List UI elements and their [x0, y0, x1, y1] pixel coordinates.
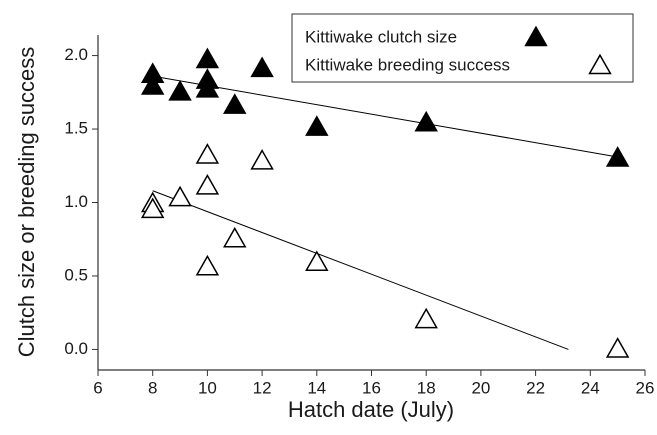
legend-marker	[524, 25, 548, 47]
y-axis-label: Clutch size or breeding success	[14, 47, 39, 358]
y-tick-label: 0.5	[64, 265, 88, 284]
point	[605, 146, 630, 167]
point	[250, 149, 274, 170]
point	[140, 197, 165, 219]
x-tick-label: 22	[526, 378, 545, 397]
x-tick-label: 26	[636, 378, 655, 397]
y-tick-label: 0.0	[64, 339, 88, 358]
point	[223, 93, 247, 114]
point	[250, 56, 274, 78]
trend-line	[152, 75, 618, 158]
y-tick-label: 2.0	[64, 45, 88, 64]
x-tick-label: 10	[198, 378, 217, 397]
point	[414, 307, 438, 329]
x-tick-label: 24	[581, 378, 600, 397]
point	[140, 74, 165, 95]
point	[195, 47, 220, 69]
legend-label: Kittiwake clutch size	[305, 27, 457, 46]
legend-label: Kittiwake breeding success	[305, 55, 510, 74]
x-tick-label: 14	[307, 378, 326, 397]
y-tick-label: 1.5	[64, 119, 88, 138]
legend-marker	[588, 53, 612, 75]
x-tick-label: 18	[417, 378, 436, 397]
point	[223, 226, 247, 248]
x-tick-label: 12	[253, 378, 272, 397]
x-tick-label: 8	[148, 378, 157, 397]
point	[168, 185, 192, 207]
point	[414, 110, 438, 132]
x-axis-label: Hatch date (July)	[288, 397, 454, 422]
point	[195, 143, 220, 164]
x-tick-label: 20	[471, 378, 490, 397]
legend-box	[291, 13, 634, 83]
x-tick-label: 6	[93, 378, 102, 397]
y-tick-label: 1.0	[64, 192, 88, 211]
point	[305, 115, 329, 136]
point	[195, 174, 220, 195]
point	[168, 79, 192, 101]
point	[605, 337, 630, 358]
x-tick-label: 16	[362, 378, 381, 397]
trend-line	[152, 190, 569, 350]
point	[305, 250, 329, 272]
point	[195, 77, 220, 98]
point	[195, 254, 220, 276]
